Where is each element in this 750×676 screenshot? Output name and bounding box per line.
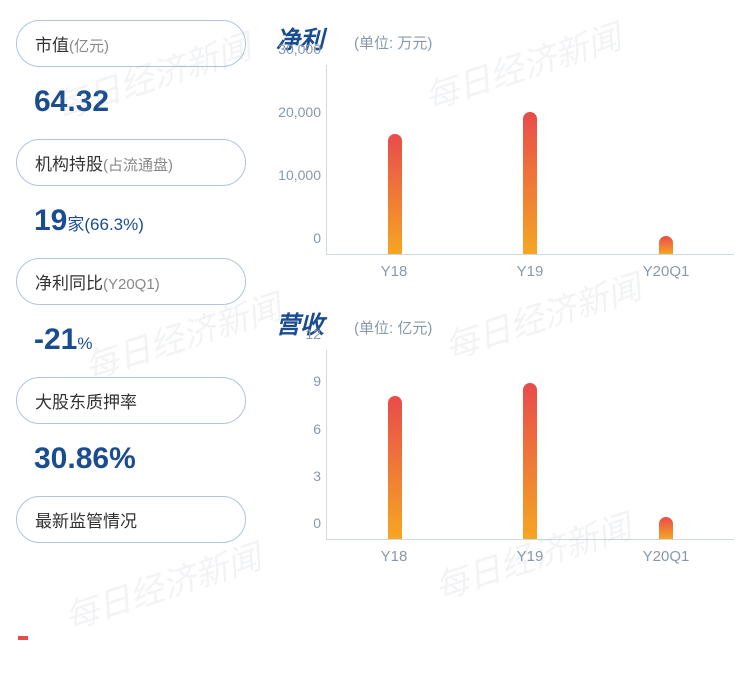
revenue-chart: 营收 (单位: 亿元) 036912Y18Y19Y20Q1 xyxy=(266,305,734,570)
bar xyxy=(388,134,402,254)
y-tick-label: 12 xyxy=(267,326,321,342)
x-tick-label: Y20Q1 xyxy=(598,548,734,565)
x-tick-label: Y19 xyxy=(462,263,598,280)
chart-unit: (单位: 万元) xyxy=(354,32,432,53)
chart-unit: (单位: 亿元) xyxy=(354,317,432,338)
stat-value-pledge: 30.86% xyxy=(16,436,246,484)
y-tick-label: 3 xyxy=(267,468,321,484)
chart-canvas: 010,00020,00030,000Y18Y19Y20Q1 xyxy=(266,65,734,285)
y-tick-label: 6 xyxy=(267,421,321,437)
stat-value-market-cap: 64.32 xyxy=(16,79,246,127)
stat-pill-profit-yoy: 净利同比(Y20Q1) xyxy=(16,258,246,305)
stat-label: 机构持股 xyxy=(35,155,103,174)
stat-label: 净利同比 xyxy=(35,274,103,293)
stat-label: 大股东质押率 xyxy=(35,393,137,412)
chart-canvas: 036912Y18Y19Y20Q1 xyxy=(266,350,734,570)
stat-sublabel: (占流通盘) xyxy=(103,157,173,174)
bar xyxy=(388,396,402,539)
bar xyxy=(523,383,537,539)
y-tick-label: 9 xyxy=(267,373,321,389)
stat-pill-regulation[interactable]: 最新监管情况 xyxy=(16,496,246,543)
y-tick-label: 0 xyxy=(267,515,321,531)
stat-pill-market-cap: 市值(亿元) xyxy=(16,20,246,67)
stat-label: 市值 xyxy=(35,36,69,55)
stat-sublabel: (Y20Q1) xyxy=(103,276,160,293)
stat-value-institutional: 19家(66.3%) xyxy=(16,198,246,246)
profit-chart: 净利 (单位: 万元) 010,00020,00030,000Y18Y19Y20… xyxy=(266,20,734,285)
stat-value-profit-yoy: -21% xyxy=(16,317,246,365)
charts-column: 净利 (单位: 万元) 010,00020,00030,000Y18Y19Y20… xyxy=(266,20,734,590)
stat-pill-pledge: 大股东质押率 xyxy=(16,377,246,424)
x-tick-label: Y18 xyxy=(326,548,462,565)
x-tick-label: Y20Q1 xyxy=(598,263,734,280)
y-tick-label: 30,000 xyxy=(267,41,321,57)
stat-sublabel: (亿元) xyxy=(69,38,109,55)
bar xyxy=(659,236,673,254)
accent-mark xyxy=(18,636,28,640)
x-tick-label: Y19 xyxy=(462,548,598,565)
y-tick-label: 10,000 xyxy=(267,167,321,183)
y-tick-label: 0 xyxy=(267,230,321,246)
bar xyxy=(659,517,673,539)
bar xyxy=(523,112,537,254)
stat-label: 最新监管情况 xyxy=(35,512,137,531)
stats-sidebar: 市值(亿元) 64.32 机构持股(占流通盘) 19家(66.3%) 净利同比(… xyxy=(16,20,246,590)
y-tick-label: 20,000 xyxy=(267,104,321,120)
stat-pill-institutional: 机构持股(占流通盘) xyxy=(16,139,246,186)
x-tick-label: Y18 xyxy=(326,263,462,280)
